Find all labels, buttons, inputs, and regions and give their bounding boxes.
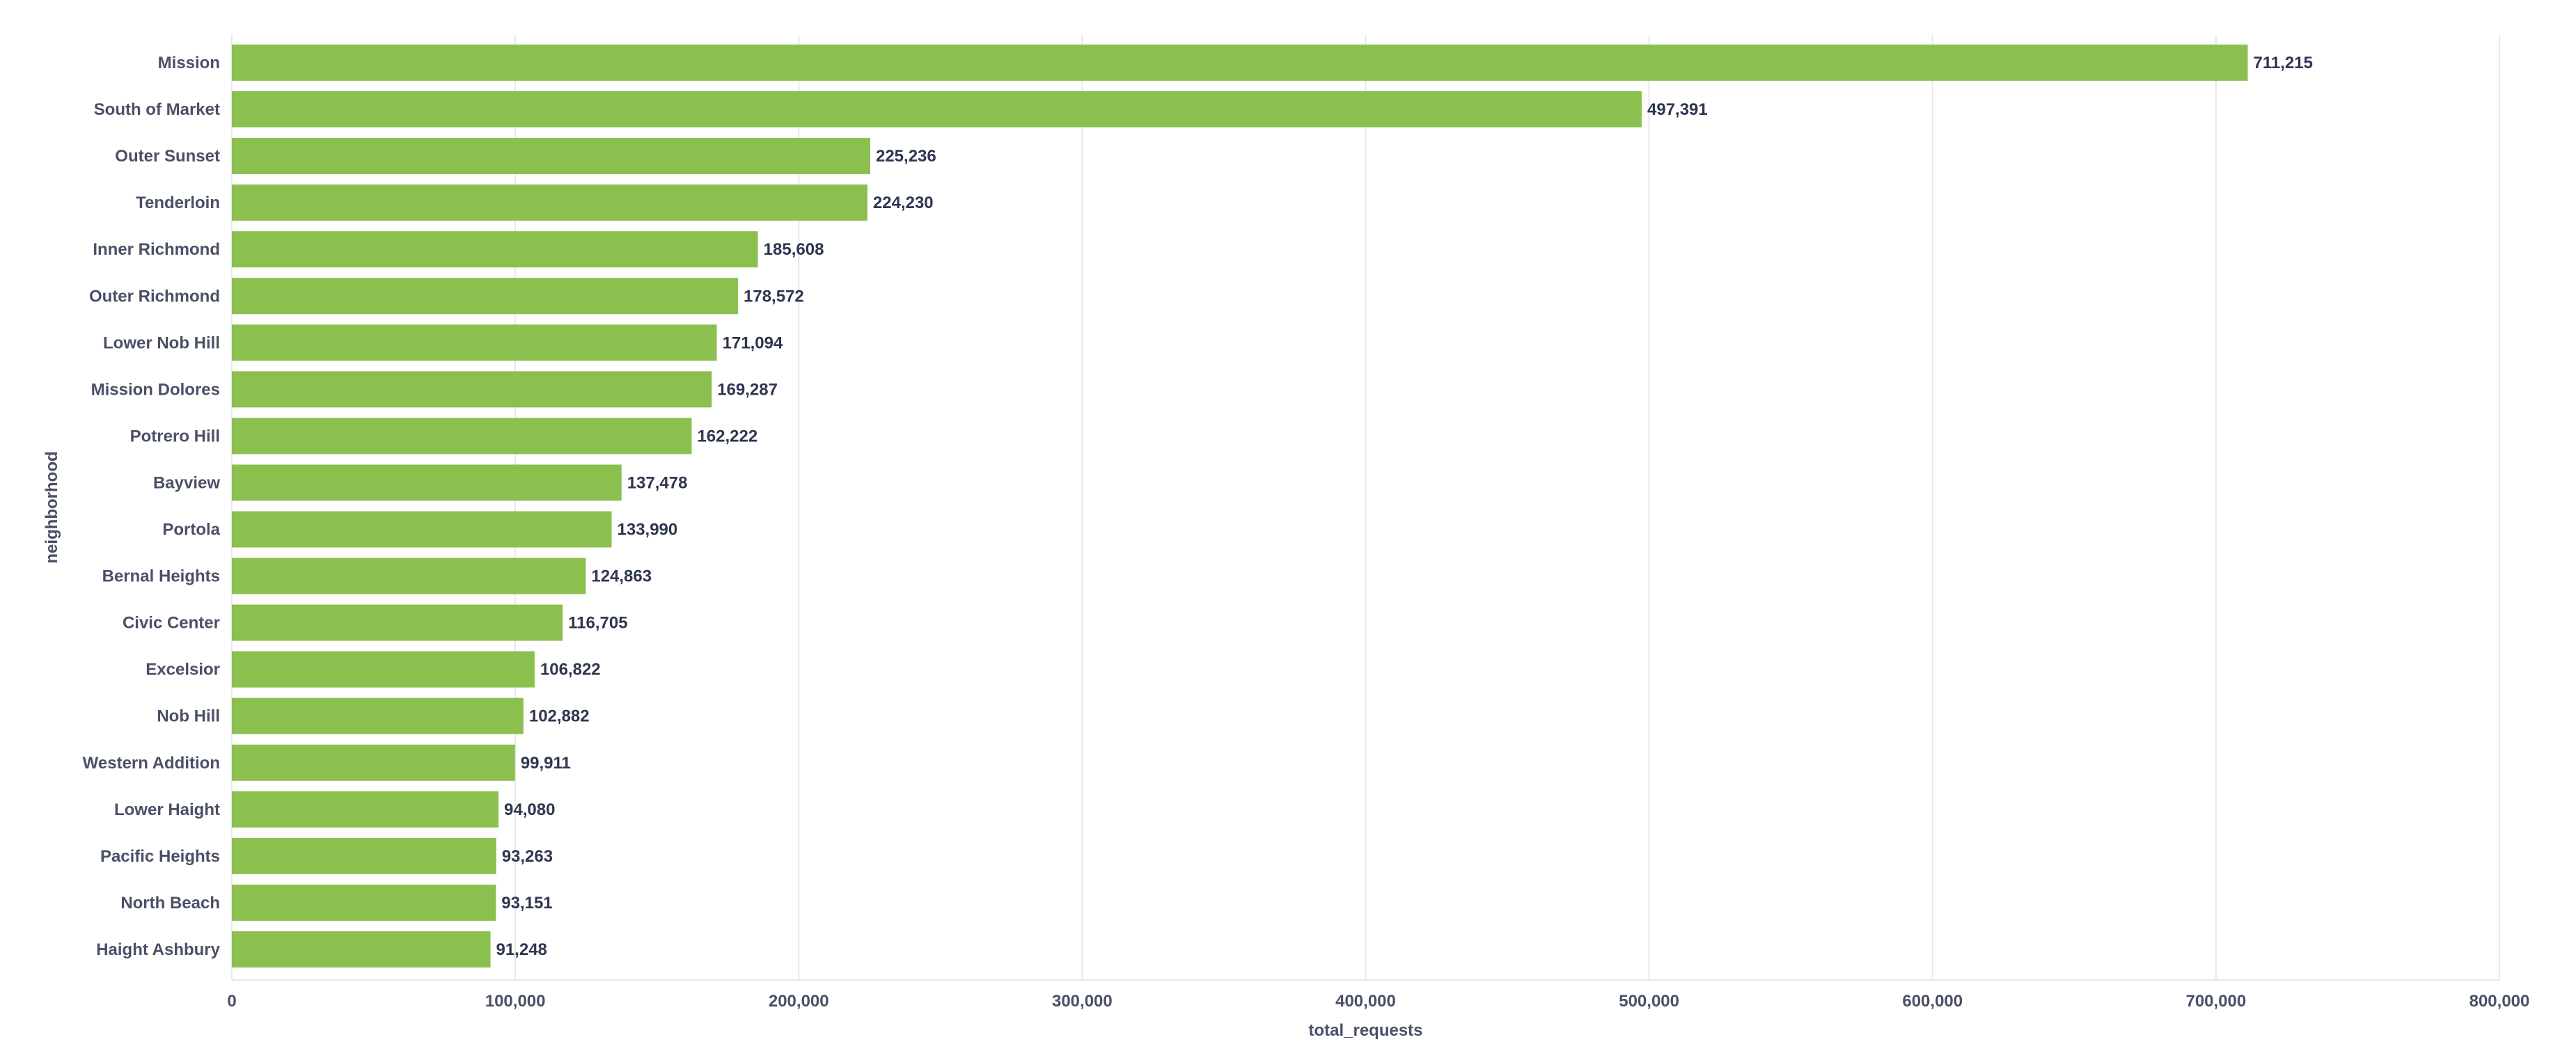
y-axis-title: neighborhood [42,451,61,563]
y-category-label: Excelsior [146,661,220,679]
y-category-label: Haight Ashbury [96,940,220,959]
bars [232,45,2248,968]
x-tick-label: 600,000 [1902,992,1963,1011]
bar-value-label: 124,863 [591,567,652,586]
y-category-label: South of Market [94,100,220,119]
bar [232,884,496,921]
bar-value-label: 93,263 [502,847,553,866]
x-tick-label: 300,000 [1052,992,1113,1011]
gridlines [231,35,2500,981]
bar [232,231,758,268]
bar-value-label: 133,990 [618,521,678,539]
bar [232,511,612,548]
bar [232,744,515,781]
bar-value-label: 711,215 [2254,54,2313,72]
bar-value-label: 94,080 [504,800,555,819]
y-category-label: Outer Richmond [89,287,220,306]
x-tick-label: 700,000 [2185,992,2246,1011]
y-category-label: Western Addition [83,754,220,773]
x-tick-label: 800,000 [2469,992,2530,1011]
y-category-label: Inner Richmond [93,240,220,259]
y-category-label: Lower Nob Hill [103,333,220,352]
bar [232,184,867,221]
bar [232,371,712,408]
y-category-label: Lower Haight [114,800,220,819]
labels: 0 100,000 200,000 300,000 400,000 500,000 600,… [83,54,2530,1011]
bar-value-label: 169,287 [717,380,778,399]
bar-value-label: 137,478 [627,473,688,492]
bar [232,558,586,594]
y-category-label: Portola [162,521,220,539]
y-category-label: Mission Dolores [91,380,220,399]
y-category-label: Pacific Heights [100,847,220,866]
x-tick-label: 200,000 [769,992,829,1011]
bar-value-label: 91,248 [496,940,547,959]
x-tick-label: 400,000 [1335,992,1396,1011]
bar [232,931,491,968]
bar [232,45,2248,81]
x-tick-label: 500,000 [1619,992,1679,1011]
y-category-label: Tenderloin [136,194,220,212]
y-category-label: Mission [158,54,220,72]
y-category-label: Potrero Hill [130,427,220,445]
bar [232,278,739,315]
bar [232,604,563,641]
bar-value-label: 93,151 [501,894,552,913]
bar-value-label: 224,230 [873,194,934,212]
y-category-label: Nob Hill [157,707,220,726]
bar-value-label: 497,391 [1647,100,1708,119]
bar-value-label: 116,705 [568,614,627,633]
y-category-label: Outer Sunset [115,147,220,166]
x-tick-label: 0 [227,992,236,1011]
bar-value-label: 225,236 [876,147,936,166]
bar-value-label: 178,572 [744,287,804,306]
bar-value-label: 106,822 [540,661,601,679]
bar [232,464,622,501]
bar [232,697,524,734]
bar-value-label: 171,094 [723,333,783,352]
bar [232,324,717,361]
y-category-label: Bernal Heights [102,567,220,586]
bar [232,91,1642,128]
bar-value-label: 162,222 [697,427,757,445]
bar [232,138,870,175]
y-category-label: Civic Center [123,614,220,633]
bar-value-label: 185,608 [764,240,824,259]
x-axis-title: total_requests [1308,1021,1422,1040]
bar [232,791,499,828]
x-tick-label: 100,000 [485,992,546,1011]
y-category-label: Bayview [153,473,220,492]
bar [232,651,535,688]
bar [232,837,496,874]
bar [232,418,692,455]
y-category-label: North Beach [120,894,220,913]
bar-value-label: 102,882 [529,707,590,726]
bar-value-label: 99,911 [521,754,571,773]
